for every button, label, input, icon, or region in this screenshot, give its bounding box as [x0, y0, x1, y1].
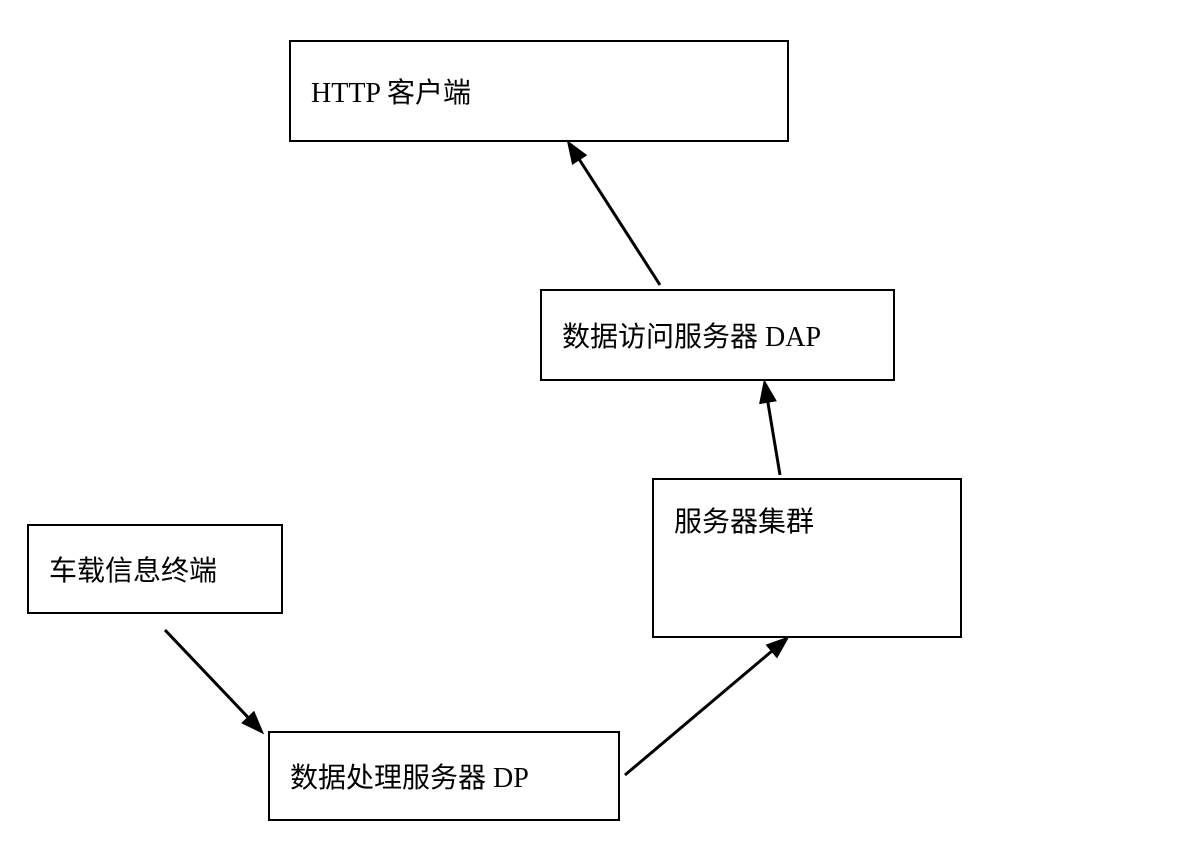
- node-label: 服务器集群: [674, 500, 814, 540]
- node-label: HTTP 客户端: [311, 71, 471, 111]
- node-dp-server: 数据处理服务器 DP: [268, 731, 620, 821]
- node-http-client: HTTP 客户端: [289, 40, 789, 142]
- node-vehicle-terminal: 车载信息终端: [27, 524, 283, 614]
- node-label: 车载信息终端: [49, 549, 217, 589]
- edge-dap-to-http: [570, 145, 660, 285]
- node-server-cluster: 服务器集群: [652, 478, 962, 638]
- node-dap-server: 数据访问服务器 DAP: [540, 289, 895, 381]
- edge-cluster-to-dap: [765, 385, 780, 475]
- edge-vehicle-to-dp: [165, 630, 260, 730]
- node-label: 数据处理服务器 DP: [290, 756, 529, 796]
- edge-dp-to-cluster: [625, 640, 785, 775]
- node-label: 数据访问服务器 DAP: [562, 315, 821, 355]
